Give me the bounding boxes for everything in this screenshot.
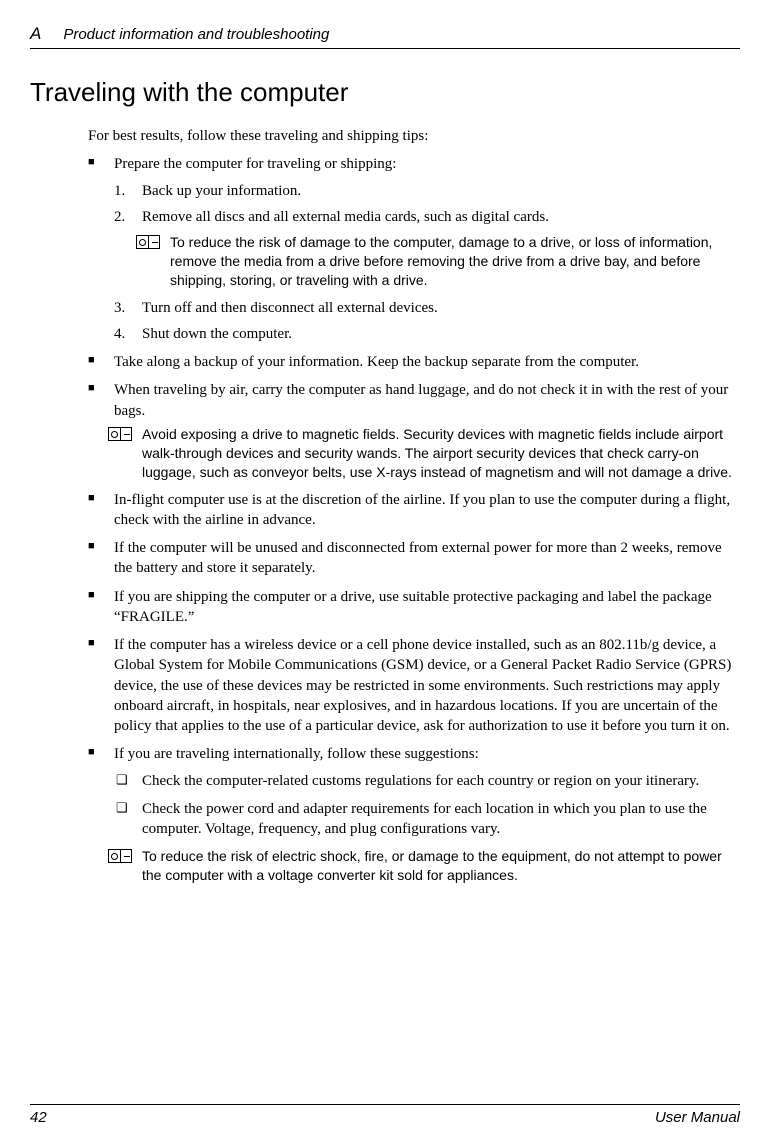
- section-title: Traveling with the computer: [30, 77, 740, 108]
- sub-text: Check the power cord and adapter require…: [142, 801, 707, 837]
- page-number: 42: [30, 1109, 47, 1126]
- page-footer: 42 User Manual: [30, 1104, 740, 1126]
- numbered-list: 1.Back up your information. 2.Remove all…: [114, 181, 732, 228]
- callout-text: To reduce the risk of damage to the comp…: [170, 234, 712, 288]
- bullet-text: If the computer has a wireless device or…: [114, 637, 731, 734]
- footer-label: User Manual: [655, 1109, 740, 1126]
- numbered-list: 3. Turn off and then disconnect all exter…: [114, 298, 732, 345]
- callout-text: Avoid exposing a drive to magnetic field…: [142, 426, 732, 480]
- appendix-letter: A: [30, 24, 41, 44]
- item-text: Turn off and then disconnect all externa…: [142, 300, 438, 316]
- caution-icon: [108, 427, 132, 441]
- intro-text: For best results, follow these traveling…: [88, 126, 732, 146]
- sub-list-item: Check the computer-related customs regul…: [142, 771, 732, 791]
- list-item: Prepare the computer for traveling or sh…: [114, 154, 732, 344]
- callout-text: To reduce the risk of electric shock, fi…: [142, 848, 722, 883]
- numbered-item: 2.Remove all discs and all external medi…: [142, 207, 732, 227]
- caution-icon: [108, 849, 132, 863]
- caution-callout: To reduce the risk of electric shock, fi…: [114, 847, 732, 885]
- sub-list: Check the computer-related customs regul…: [114, 771, 732, 840]
- list-item: If the computer will be unused and disco…: [114, 538, 732, 579]
- sub-text: Check the computer-related customs regul…: [142, 773, 699, 789]
- bullet-text: If you are traveling internationally, fo…: [114, 746, 479, 762]
- item-text: Back up your information.: [142, 183, 301, 199]
- item-number: 4.: [114, 324, 125, 344]
- numbered-item: 3.Turn off and then disconnect all exter…: [142, 298, 732, 318]
- list-item: When traveling by air, carry the compute…: [114, 380, 732, 481]
- bullet-text: Prepare the computer for traveling or sh…: [114, 156, 396, 172]
- numbered-item: 1.Back up your information.: [142, 181, 732, 201]
- list-item: In-flight computer use is at the discret…: [114, 490, 732, 531]
- bullet-text: If the computer will be unused and disco…: [114, 540, 722, 576]
- header-title: Product information and troubleshooting: [63, 26, 329, 43]
- item-text: Shut down the computer.: [142, 326, 292, 342]
- list-item: If you are traveling internationally, fo…: [114, 744, 732, 885]
- item-number: 2.: [114, 207, 125, 227]
- numbered-item: 4.Shut down the computer.: [142, 324, 732, 344]
- caution-icon: [136, 235, 160, 249]
- bullet-text: In-flight computer use is at the discret…: [114, 492, 730, 528]
- page-header: A Product information and troubleshootin…: [30, 24, 740, 49]
- item-number: 1.: [114, 181, 125, 201]
- caution-callout: Avoid exposing a drive to magnetic field…: [114, 425, 732, 482]
- item-text: Remove all discs and all external media …: [142, 209, 549, 225]
- caution-callout: To reduce the risk of damage to the comp…: [142, 233, 732, 290]
- bullet-list: Prepare the computer for traveling or sh…: [88, 154, 732, 885]
- item-number: 3.: [114, 298, 125, 318]
- bullet-text: When traveling by air, carry the compute…: [114, 382, 728, 418]
- list-item: Take along a backup of your information.…: [114, 352, 732, 372]
- list-item: If you are shipping the computer or a dr…: [114, 587, 732, 628]
- list-item: If the computer has a wireless device or…: [114, 635, 732, 736]
- bullet-text: Take along a backup of your information.…: [114, 354, 639, 370]
- content-body: For best results, follow these traveling…: [88, 126, 732, 885]
- sub-list-item: Check the power cord and adapter require…: [142, 799, 732, 840]
- bullet-text: If you are shipping the computer or a dr…: [114, 589, 712, 625]
